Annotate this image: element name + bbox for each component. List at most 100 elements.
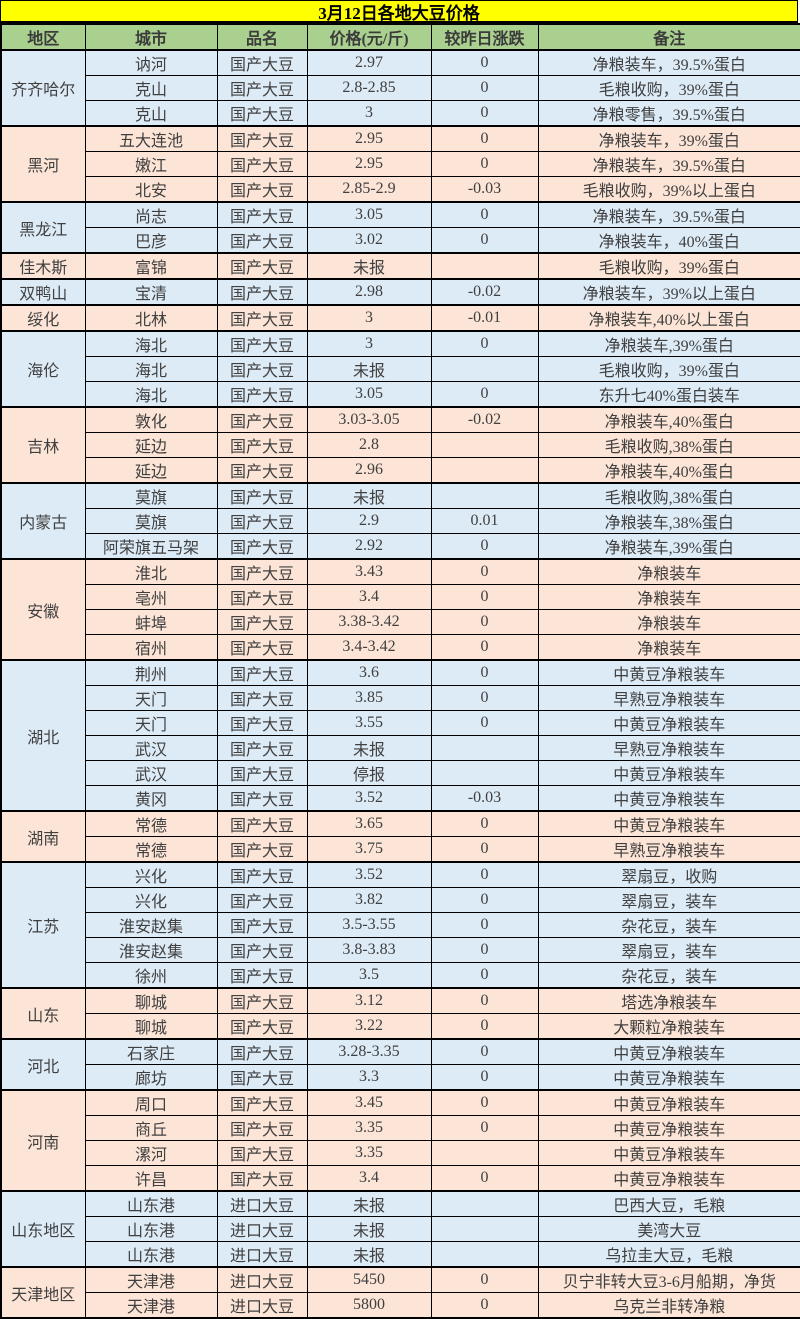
note-cell: 中黄豆净粮装车 xyxy=(537,1115,800,1141)
region-cell: 海伦 xyxy=(0,330,86,408)
table-row: 绥化 北林 国产大豆 3 -0.01 净粮装车,40%以上蛋白 xyxy=(0,304,800,332)
product-cell: 国产大豆 xyxy=(216,836,308,863)
table-row: 延边 国产大豆 2.96 净粮装车,40%蛋白 xyxy=(1,457,800,484)
table-row: 河南 周口 国产大豆 3.45 0 中黄豆净粮装车 xyxy=(0,1089,800,1192)
note-cell: 早熟豆净粮装车 xyxy=(537,735,800,761)
note-cell: 中黄豆净粮装车 xyxy=(537,1064,800,1091)
note-cell: 中黄豆净粮装车 xyxy=(537,810,800,837)
city-cell: 山东港 xyxy=(84,1190,218,1217)
price-cell: 2.98 xyxy=(306,278,432,306)
product-cell: 进口大豆 xyxy=(216,1216,308,1242)
city-cell: 巴彦 xyxy=(84,227,218,254)
table-row: 漯河 国产大豆 3.35 中黄豆净粮装车 xyxy=(1,1140,800,1166)
note-cell: 净粮装车，39.5%蛋白 xyxy=(537,151,800,177)
change-cell: -0.02 xyxy=(430,278,539,306)
table-row: 黑龙江 尚志 国产大豆 3.05 0 净粮装车，39.5%蛋白 xyxy=(0,201,800,254)
change-cell: 0 xyxy=(430,912,539,938)
price-cell: 3.52 xyxy=(306,861,432,888)
price-cell: 3 xyxy=(306,304,432,332)
product-cell: 国产大豆 xyxy=(216,49,308,76)
region-cell: 安徽 xyxy=(0,558,86,661)
note-cell: 净粮装车,40%以上蛋白 xyxy=(537,304,800,332)
table-row: 淮安赵集 国产大豆 3.8-3.83 0 翠扇豆，装车 xyxy=(1,937,800,963)
note-cell: 毛粮收购,38%蛋白 xyxy=(537,482,800,509)
city-cell: 蚌埠 xyxy=(84,609,218,635)
change-cell: 0 xyxy=(430,201,539,228)
change-cell xyxy=(430,760,539,786)
change-cell: 0 xyxy=(430,1266,539,1293)
product-cell: 国产大豆 xyxy=(216,457,308,484)
price-cell: 3.8-3.83 xyxy=(306,937,432,963)
price-cell: 3.22 xyxy=(306,1013,432,1040)
city-cell: 兴化 xyxy=(84,887,218,913)
change-cell: -0.03 xyxy=(430,785,539,812)
note-cell: 杂花豆，装车 xyxy=(537,912,800,938)
header-city: 城市 xyxy=(84,23,218,51)
table-row: 莫旗 国产大豆 2.9 0.01 净粮装车,38%蛋白 xyxy=(1,508,800,534)
table-row: 双鸭山 宝清 国产大豆 2.98 -0.02 净粮装车，39%以上蛋白 xyxy=(0,278,800,306)
note-cell: 塔选净粮装车 xyxy=(537,987,800,1014)
product-cell: 国产大豆 xyxy=(216,584,308,610)
product-cell: 国产大豆 xyxy=(216,482,308,509)
note-cell: 净粮装车，39.5%蛋白 xyxy=(537,49,800,76)
region-cell: 山东 xyxy=(0,987,86,1040)
change-cell: 0 xyxy=(430,937,539,963)
product-cell: 国产大豆 xyxy=(216,710,308,736)
note-cell: 翠扇豆，装车 xyxy=(537,887,800,913)
product-cell: 国产大豆 xyxy=(216,659,308,686)
change-cell: 0 xyxy=(430,49,539,76)
price-cell: 2.95 xyxy=(306,125,432,152)
table-row: 徐州 国产大豆 3.5 0 杂花豆，装车 xyxy=(1,962,800,989)
table-body: 齐齐哈尔 讷河 国产大豆 2.97 0 净粮装车，39.5%蛋白 克山 国产大豆 2.8-2.8… xyxy=(0,49,800,1319)
product-cell: 国产大豆 xyxy=(216,735,308,761)
change-cell: 0 xyxy=(430,1064,539,1091)
note-cell: 美湾大豆 xyxy=(537,1216,800,1242)
city-cell: 天门 xyxy=(84,685,218,711)
change-cell: 0 xyxy=(430,609,539,635)
change-cell xyxy=(430,1190,539,1217)
change-cell xyxy=(430,735,539,761)
city-cell: 敦化 xyxy=(84,406,218,433)
city-cell: 商丘 xyxy=(84,1115,218,1141)
table-row: 阿荣旗五马架 国产大豆 2.92 0 净粮装车,39%蛋白 xyxy=(1,533,800,560)
region-cell: 天津地区 xyxy=(0,1266,86,1319)
product-cell: 国产大豆 xyxy=(216,785,308,812)
change-cell: 0 xyxy=(430,151,539,177)
city-cell: 宿州 xyxy=(84,634,218,661)
product-cell: 国产大豆 xyxy=(216,810,308,837)
price-cell: 3.03-3.05 xyxy=(306,406,432,433)
table-row: 海北 国产大豆 未报 毛粮收购，39%蛋白 xyxy=(1,356,800,382)
region-cell: 黑龙江 xyxy=(0,201,86,254)
note-cell: 净粮装车，39.5%蛋白 xyxy=(537,201,800,228)
product-cell: 国产大豆 xyxy=(216,887,308,913)
note-cell: 净粮零售，39.5%蛋白 xyxy=(537,100,800,127)
note-cell: 净粮装车 xyxy=(537,558,800,585)
city-cell: 北林 xyxy=(84,304,218,332)
note-cell: 净粮装车，40%蛋白 xyxy=(537,227,800,254)
region-cell: 河北 xyxy=(0,1038,86,1091)
product-cell: 进口大豆 xyxy=(216,1292,308,1319)
city-cell: 常德 xyxy=(84,836,218,863)
price-cell: 3.4 xyxy=(306,584,432,610)
product-cell: 国产大豆 xyxy=(216,381,308,408)
price-cell: 3.3 xyxy=(306,1064,432,1091)
note-cell: 毛粮收购,38%蛋白 xyxy=(537,432,800,458)
change-cell: 0 xyxy=(430,227,539,254)
note-cell: 早熟豆净粮装车 xyxy=(537,836,800,863)
region-cell: 山东地区 xyxy=(0,1190,86,1268)
city-cell: 延边 xyxy=(84,432,218,458)
table-row: 江苏 兴化 国产大豆 3.52 0 翠扇豆，收购 xyxy=(0,861,800,989)
product-cell: 国产大豆 xyxy=(216,75,308,101)
note-cell: 中黄豆净粮装车 xyxy=(537,1089,800,1116)
change-cell xyxy=(430,482,539,509)
city-cell: 山东港 xyxy=(84,1241,218,1268)
table-row: 亳州 国产大豆 3.4 0 净粮装车 xyxy=(1,584,800,610)
table-row: 天门 国产大豆 3.55 0 中黄豆净粮装车 xyxy=(1,710,800,736)
price-cell: 停报 xyxy=(306,760,432,786)
region-cell: 齐齐哈尔 xyxy=(0,49,86,127)
product-cell: 国产大豆 xyxy=(216,912,308,938)
product-cell: 国产大豆 xyxy=(216,1038,308,1065)
price-cell: 3.28-3.35 xyxy=(306,1038,432,1065)
change-cell: 0 xyxy=(430,861,539,888)
change-cell: -0.02 xyxy=(430,406,539,433)
